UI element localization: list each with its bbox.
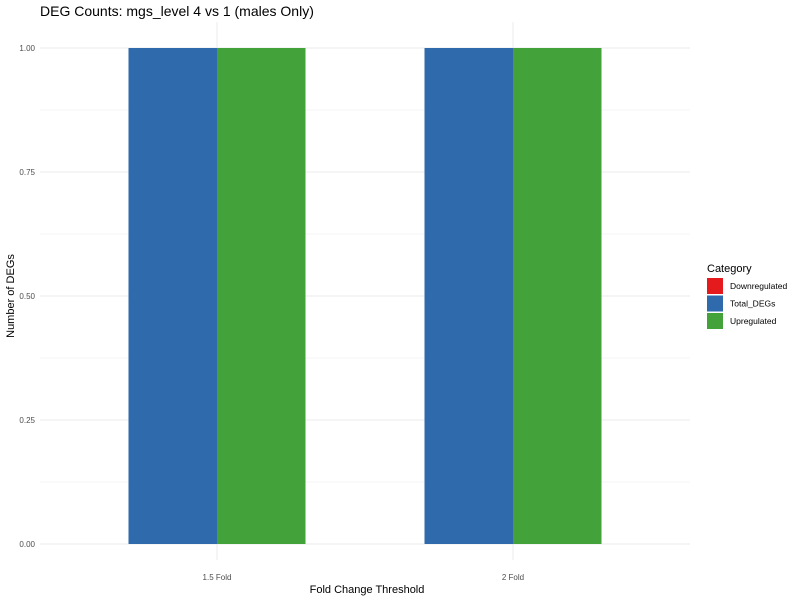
bar-total-degs-2: [424, 48, 513, 544]
legend-label: Downregulated: [730, 281, 787, 291]
y-tick-label: 0.25: [19, 416, 35, 425]
legend-swatch: [707, 278, 723, 294]
legend-swatch: [707, 295, 723, 312]
legend-label: Upregulated: [730, 316, 777, 326]
chart-title: DEG Counts: mgs_level 4 vs 1 (males Only…: [40, 3, 314, 19]
x-tick-labels: 1.5 Fold 2 Fold: [203, 573, 525, 582]
legend: Category Downregulated Total_DEGs Upregula…: [707, 263, 787, 329]
y-tick-label: 0.50: [19, 292, 35, 301]
x-tick-label: 1.5 Fold: [203, 573, 232, 582]
y-tick-label: 0.00: [19, 540, 35, 549]
legend-items: Downregulated Total_DEGs Upregulated: [707, 278, 787, 329]
bar-total-degs-1: [128, 48, 217, 544]
y-tick-labels: 0.00 0.25 0.50 0.75 1.00: [19, 44, 35, 549]
legend-title: Category: [707, 263, 752, 275]
legend-label: Total_DEGs: [730, 299, 775, 309]
x-axis-title: Fold Change Threshold: [310, 584, 425, 596]
y-tick-label: 0.75: [19, 168, 35, 177]
bars: [128, 48, 602, 544]
x-tick-label: 2 Fold: [502, 573, 524, 582]
legend-swatch: [707, 313, 723, 329]
bar-upregulated-2: [513, 48, 602, 544]
y-axis-title: Number of DEGs: [5, 254, 17, 338]
y-tick-label: 1.00: [19, 44, 35, 53]
bar-upregulated-1: [217, 48, 306, 544]
